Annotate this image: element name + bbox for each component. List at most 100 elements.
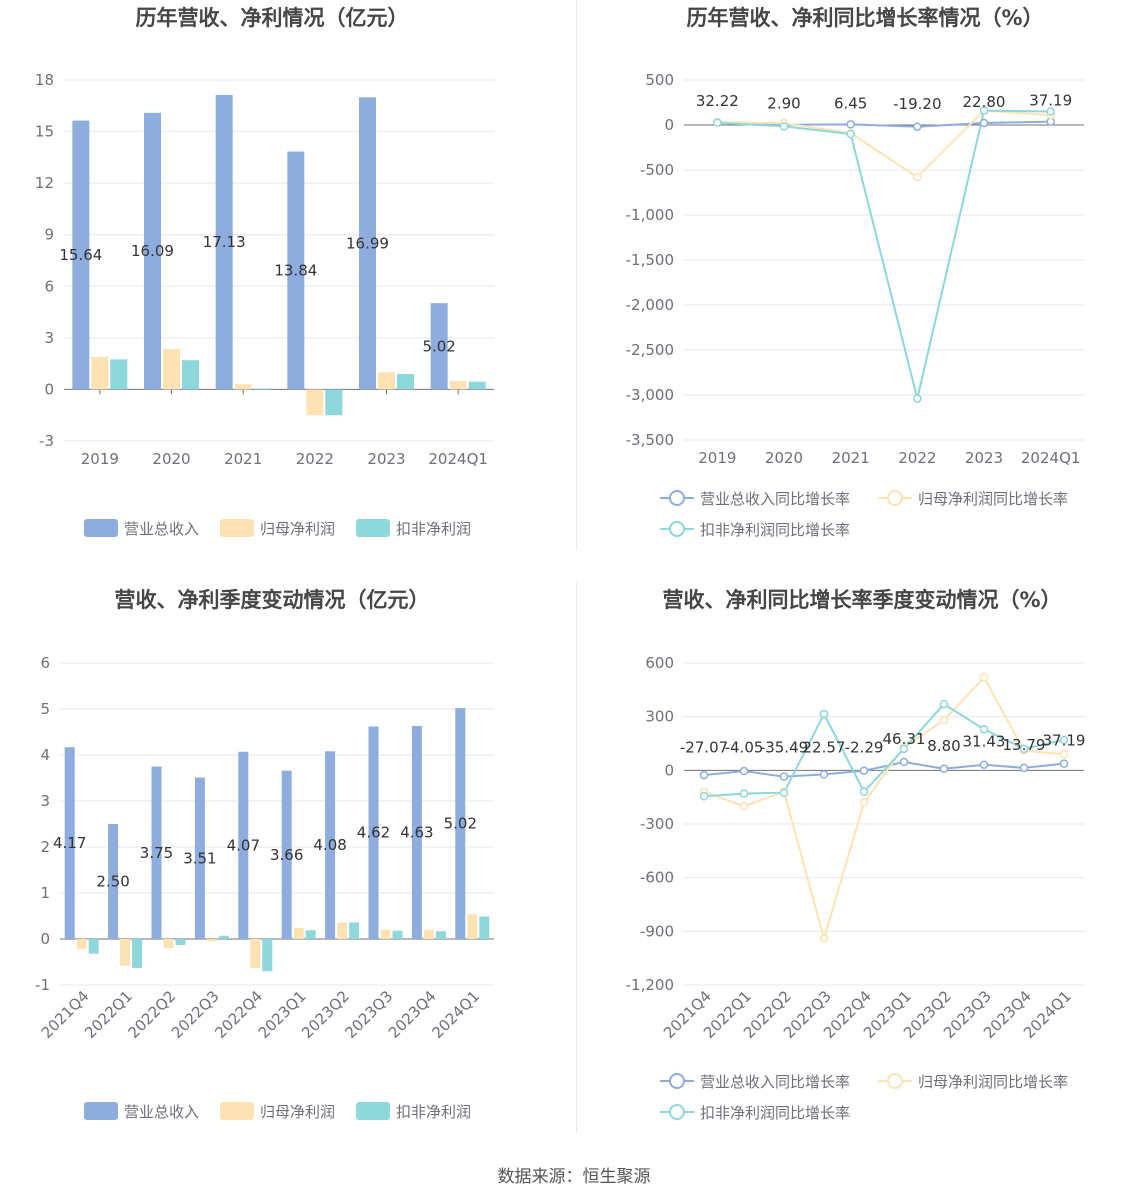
bar-net-profit <box>206 939 217 942</box>
bar-deducted-profit <box>479 916 490 939</box>
bar-revenue <box>108 824 119 939</box>
line-point <box>699 770 709 780</box>
y-tick-label: -3,000 <box>626 386 674 404</box>
legend-label: 归母净利润 <box>260 1103 335 1121</box>
line-point <box>859 798 869 807</box>
data-label: 22.57 <box>803 738 846 756</box>
y-tick-label: 0 <box>44 380 54 398</box>
y-tick-label: 4 <box>40 746 50 764</box>
data-label: 13.79 <box>1003 736 1046 754</box>
bar-deducted-profit <box>182 360 199 390</box>
data-source: 数据来源：恒生聚源 <box>497 1167 651 1187</box>
y-tick-label: 6 <box>40 654 50 672</box>
data-label: -2.29 <box>845 738 884 756</box>
bar-revenue <box>430 303 448 390</box>
legend-label: 归母净利润同比增长率 <box>918 490 1068 508</box>
y-tick-label: -1,000 <box>626 206 674 224</box>
line-point <box>979 724 989 734</box>
bar-deducted-profit <box>397 373 414 390</box>
bar-deducted-profit <box>110 359 128 390</box>
x-tick-label: 2020 <box>152 450 190 468</box>
chart-title: 历年营收、净利情况（亿元） <box>136 6 409 30</box>
chart-annual-revenue-profit: 历年营收、净利情况（亿元） -3 0 3 6 9 12 15 18 2019 2020 2021 202… <box>0 0 574 580</box>
chart-quarterly-revenue-profit: 营收、净利季度变动情况（亿元） -1 0 1 2 3 4 5 6 2021Q4 2022Q1 2022… <box>0 582 574 1162</box>
legend-marker <box>887 1073 903 1089</box>
y-tick-label: 18 <box>35 71 54 89</box>
bar-revenue <box>215 94 233 390</box>
y-tick-label: -600 <box>640 869 674 887</box>
line-point <box>1059 735 1069 745</box>
line-point <box>899 757 909 767</box>
legend-marker <box>669 521 685 537</box>
legend-swatch <box>220 1102 254 1120</box>
line-point <box>1059 759 1069 768</box>
y-tick-label: 12 <box>35 174 54 192</box>
line-point <box>913 122 922 131</box>
legend-label: 营业总收入同比增长率 <box>700 1073 850 1091</box>
legend-label: 营业总收入 <box>124 1103 199 1121</box>
bar-deducted-profit <box>262 939 273 972</box>
legend-swatch <box>84 519 118 537</box>
bar-revenue <box>411 726 422 939</box>
y-tick-label: 600 <box>645 654 674 672</box>
x-tick-label: 2022 <box>898 449 936 467</box>
legend-label: 扣非净利润同比增长率 <box>700 521 850 539</box>
data-label: 32.22 <box>696 92 739 110</box>
line-point <box>846 129 855 139</box>
line-point <box>739 789 749 798</box>
bar-net-profit <box>306 389 324 416</box>
line-series-1 <box>703 761 1065 778</box>
data-label: 3.51 <box>183 849 216 867</box>
y-tick-label: -900 <box>640 922 674 940</box>
bar-revenue <box>238 751 249 939</box>
bar-deducted-profit <box>132 939 143 968</box>
line-point <box>739 801 749 811</box>
y-tick-label: -1,200 <box>626 976 674 994</box>
chart-title: 历年营收、净利同比增长率情况（%） <box>686 6 1043 30</box>
line-series-1 <box>717 120 1051 128</box>
data-label: 13.84 <box>274 261 317 279</box>
bar-deducted-profit <box>88 939 99 954</box>
bar-deducted-profit <box>325 389 343 416</box>
line-point <box>819 770 829 779</box>
data-label: 3.75 <box>140 844 173 862</box>
legend-marker <box>669 490 685 506</box>
bar-net-profit <box>76 939 87 950</box>
x-tick-label: 2023 <box>367 450 405 468</box>
line-point <box>859 766 869 775</box>
bar-revenue <box>455 708 466 939</box>
y-tick-label: -3 <box>39 432 54 450</box>
bar-revenue <box>287 151 305 390</box>
y-tick-label: -300 <box>640 815 674 833</box>
line-point <box>979 118 989 128</box>
legend-swatch <box>220 519 254 537</box>
data-label: -35.49 <box>760 738 808 756</box>
legend-label: 归母净利润 <box>260 520 335 538</box>
bar-net-profit <box>337 922 348 939</box>
bar-net-profit <box>380 929 391 939</box>
bar-net-profit <box>467 914 478 939</box>
bar-net-profit <box>250 939 261 968</box>
line-point <box>1019 763 1029 773</box>
x-tick-label: 2021 <box>224 450 262 468</box>
line-point <box>699 792 709 801</box>
legend-swatch <box>84 1102 118 1120</box>
data-label: 4.08 <box>313 836 346 854</box>
line-series-2 <box>703 675 1065 943</box>
line-point <box>939 699 949 709</box>
y-tick-label: -2,000 <box>626 296 674 314</box>
x-tick-label: 2023 <box>965 449 1003 467</box>
data-label: 46.31 <box>883 730 926 748</box>
data-label: 2.90 <box>767 95 800 113</box>
legend-label: 归母净利润同比增长率 <box>918 1073 1068 1091</box>
bar-net-profit <box>163 939 174 949</box>
line-point <box>739 766 749 776</box>
y-tick-label: -2,500 <box>626 341 674 359</box>
legend-swatch <box>356 1102 390 1120</box>
x-tick-label: 2020 <box>765 449 803 467</box>
x-tick-label: 2022 <box>296 450 334 468</box>
legend-swatch <box>356 519 390 537</box>
line-point <box>713 118 722 127</box>
data-label: 5.02 <box>422 337 455 355</box>
line-point <box>913 394 922 403</box>
